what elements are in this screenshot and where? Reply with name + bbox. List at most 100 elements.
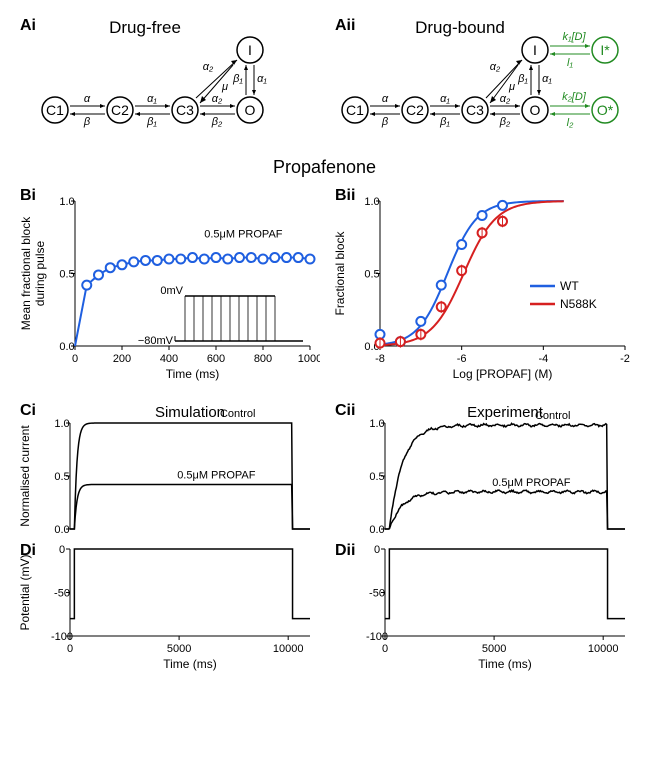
panel-ai: Ai Drug-free C1 C2 C3 O I α β α₁ β₁ bbox=[15, 15, 320, 145]
panel-b-row: Bi020040060080010000.00.51.0Time (ms)Mea… bbox=[15, 186, 634, 386]
svg-text:Mean fractional blockduring pu: Mean fractional blockduring pulse bbox=[19, 216, 47, 330]
figure-root: Ai Drug-free C1 C2 C3 O I α β α₁ β₁ bbox=[15, 15, 634, 676]
svg-text:α: α bbox=[382, 93, 389, 105]
svg-text:Control: Control bbox=[220, 408, 255, 420]
svg-text:5000: 5000 bbox=[167, 643, 191, 655]
svg-text:C2: C2 bbox=[111, 102, 129, 118]
svg-text:Time (ms): Time (ms) bbox=[166, 367, 220, 381]
svg-text:-50: -50 bbox=[369, 588, 385, 600]
svg-text:α₁: α₁ bbox=[257, 73, 267, 85]
svg-text:-4: -4 bbox=[538, 353, 548, 365]
state-istar: I* bbox=[592, 37, 618, 63]
svg-text:1.0: 1.0 bbox=[59, 196, 74, 208]
svg-text:0.0: 0.0 bbox=[369, 524, 384, 536]
title-propafenone: Propafenone bbox=[15, 157, 634, 178]
svg-text:β₁: β₁ bbox=[232, 73, 243, 85]
svg-text:β: β bbox=[381, 116, 389, 128]
state-c2: C2 bbox=[107, 97, 133, 123]
title-ai: Drug-free bbox=[109, 18, 181, 37]
panel-dii: Dii0500010000-100-500Time (ms) bbox=[330, 541, 635, 676]
svg-text:Potential (mV): Potential (mV) bbox=[18, 554, 32, 630]
svg-text:10000: 10000 bbox=[588, 643, 619, 655]
svg-text:Cii: Cii bbox=[335, 402, 355, 419]
state-diagram-ai: Ai Drug-free C1 C2 C3 O I α β α₁ β₁ bbox=[15, 15, 320, 145]
panel-di: Di0500010000-100-500Time (ms)Potential (… bbox=[15, 541, 320, 676]
svg-text:O: O bbox=[530, 102, 541, 118]
svg-text:0.5μM PROPAF: 0.5μM PROPAF bbox=[177, 469, 256, 481]
svg-text:0.0: 0.0 bbox=[54, 524, 69, 536]
svg-text:0.5: 0.5 bbox=[369, 471, 384, 483]
svg-text:1.0: 1.0 bbox=[364, 196, 379, 208]
svg-text:Normalised current: Normalised current bbox=[18, 425, 32, 527]
panel-c-row: Ci Simulation 0.0 0.5 1.0 Normalised current C… bbox=[15, 401, 634, 541]
svg-text:C3: C3 bbox=[466, 102, 484, 118]
arrows-ai: α β α₁ β₁ α₂ β₂ α₂ μ β₁ bbox=[70, 60, 267, 128]
svg-text:0.5: 0.5 bbox=[59, 269, 74, 281]
chart-bii: Bii-8-6-4-20.00.51.0Log [PROPAF] (M)Frac… bbox=[330, 186, 635, 386]
svg-text:Dii: Dii bbox=[335, 542, 355, 559]
svg-text:200: 200 bbox=[113, 353, 131, 365]
panel-ci: CiSimulation0.00.51.0Normalised currentC… bbox=[15, 401, 320, 541]
svg-text:μ: μ bbox=[221, 81, 228, 93]
chart-cii: Cii Experiment 0.0 0.5 1.0 Control 0.5μM PROPA… bbox=[330, 401, 635, 541]
svg-text:α₁: α₁ bbox=[440, 93, 450, 105]
panel-aii: Aii Drug-bound C1 C2 C3 O I I* O* α β α₁… bbox=[330, 15, 635, 145]
svg-text:Bii: Bii bbox=[335, 187, 355, 204]
svg-text:1000: 1000 bbox=[298, 353, 320, 365]
chart-di: Di0500010000-100-500Time (ms)Potential (… bbox=[15, 541, 320, 676]
panel-d-row: Di0500010000-100-500Time (ms)Potential (… bbox=[15, 541, 634, 676]
svg-text:Control: Control bbox=[535, 410, 570, 422]
svg-text:I*: I* bbox=[600, 42, 610, 58]
state-ostar: O* bbox=[592, 97, 618, 123]
svg-text:β₁: β₁ bbox=[439, 116, 450, 128]
svg-text:α₂: α₂ bbox=[490, 61, 501, 73]
svg-text:400: 400 bbox=[160, 353, 178, 365]
state-c2: C2 bbox=[402, 97, 428, 123]
panel-cii: Cii Experiment 0.0 0.5 1.0 Control 0.5μM PROPA… bbox=[330, 401, 635, 541]
panel-a-row: Ai Drug-free C1 C2 C3 O I α β α₁ β₁ bbox=[15, 15, 634, 145]
svg-text:α₂: α₂ bbox=[203, 61, 214, 73]
svg-text:I: I bbox=[533, 42, 537, 58]
svg-text:β₁: β₁ bbox=[146, 116, 157, 128]
state-c3: C3 bbox=[172, 97, 198, 123]
svg-text:l₂: l₂ bbox=[567, 117, 574, 129]
svg-text:Simulation: Simulation bbox=[155, 404, 225, 421]
svg-text:10000: 10000 bbox=[273, 643, 304, 655]
svg-text:α₁: α₁ bbox=[542, 73, 552, 85]
svg-text:5000: 5000 bbox=[482, 643, 506, 655]
svg-text:O*: O* bbox=[597, 102, 614, 118]
state-o: O bbox=[237, 97, 263, 123]
svg-text:Ci: Ci bbox=[20, 402, 36, 419]
panel-label-aii: Aii bbox=[335, 17, 355, 34]
svg-text:C1: C1 bbox=[46, 102, 64, 118]
svg-text:-100: -100 bbox=[366, 631, 388, 643]
svg-text:I: I bbox=[248, 42, 252, 58]
svg-text:N588K: N588K bbox=[560, 297, 597, 311]
svg-text:-50: -50 bbox=[54, 588, 70, 600]
svg-text:600: 600 bbox=[207, 353, 225, 365]
svg-text:β₁: β₁ bbox=[517, 73, 528, 85]
svg-text:0: 0 bbox=[67, 643, 73, 655]
svg-text:β: β bbox=[83, 116, 91, 128]
svg-text:0: 0 bbox=[59, 544, 65, 556]
svg-text:Experiment: Experiment bbox=[467, 404, 544, 421]
svg-text:-2: -2 bbox=[620, 353, 630, 365]
svg-text:β₂: β₂ bbox=[499, 116, 511, 128]
panel-bi: Bi020040060080010000.00.51.0Time (ms)Mea… bbox=[15, 186, 320, 386]
svg-text:800: 800 bbox=[254, 353, 272, 365]
svg-text:β₂: β₂ bbox=[211, 116, 223, 128]
svg-text:0: 0 bbox=[72, 353, 78, 365]
svg-text:0mV: 0mV bbox=[160, 285, 183, 297]
svg-text:1.0: 1.0 bbox=[369, 418, 384, 430]
svg-text:C3: C3 bbox=[176, 102, 194, 118]
svg-text:Log [PROPAF] (M): Log [PROPAF] (M) bbox=[453, 367, 553, 381]
svg-text:0.5μM PROPAF: 0.5μM PROPAF bbox=[492, 477, 571, 489]
svg-text:Time (ms): Time (ms) bbox=[163, 657, 217, 671]
svg-text:0: 0 bbox=[382, 643, 388, 655]
panel-bii: Bii-8-6-4-20.00.51.0Log [PROPAF] (M)Frac… bbox=[330, 186, 635, 386]
svg-text:l₁: l₁ bbox=[567, 57, 573, 69]
svg-text:Bi: Bi bbox=[20, 187, 36, 204]
svg-text:0.5μM PROPAF: 0.5μM PROPAF bbox=[204, 228, 283, 240]
title-aii: Drug-bound bbox=[415, 18, 505, 37]
svg-text:α₂: α₂ bbox=[212, 93, 223, 105]
